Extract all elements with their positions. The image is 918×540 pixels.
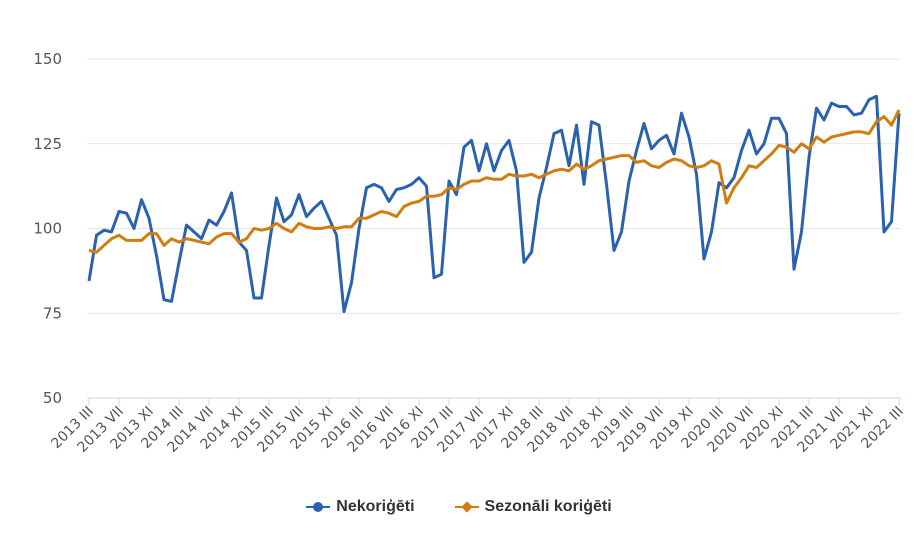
y-tick-label: 150: [33, 50, 62, 68]
legend-item-nekorigeti[interactable]: Nekoriģēti: [306, 498, 415, 516]
y-tick-label: 100: [33, 220, 62, 238]
y-tick-label: 125: [33, 135, 62, 153]
y-tick-label: 75: [43, 304, 62, 322]
legend-label: Nekoriģēti: [336, 498, 415, 515]
legend: Nekoriģēti Sezonāli koriģēti: [0, 498, 918, 516]
series-lines: [87, 94, 901, 314]
grid-lines: [87, 58, 901, 399]
series-line-nekorigeti: [87, 94, 901, 314]
series-line-sezonali-korigeti: [88, 109, 901, 254]
legend-item-sezonali-korigeti[interactable]: Sezonāli koriģēti: [454, 498, 612, 516]
y-tick-label: 50: [43, 389, 62, 407]
circle-marker-icon: [306, 501, 331, 513]
y-axis-ticks: 50 75 100 125 150: [33, 50, 62, 407]
diamond-marker-icon: [454, 501, 479, 513]
legend-label: Sezonāli koriģēti: [484, 498, 612, 515]
